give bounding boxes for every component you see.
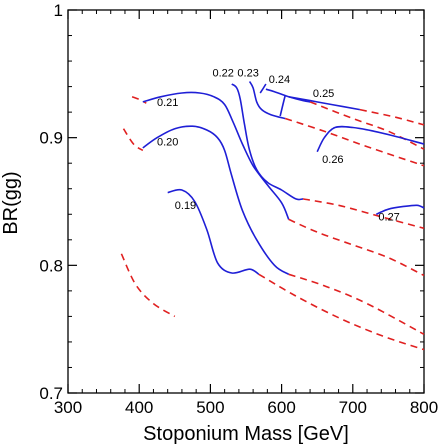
contour-labels: 0.19 0.20 0.21 0.22 0.23 0.24 0.25 0.26 0.27 [157,67,400,223]
x-tick-label: 300 [54,398,82,417]
x-tick-label: 800 [410,398,438,417]
curve-0-21-dashed-right [288,218,425,277]
contour-connector-0 [259,83,267,94]
contour-curves [120,81,425,351]
curve-0-25-dashed-right [359,108,425,126]
contour-connector-1 [279,95,286,117]
contour-label-0-24: 0.24 [269,74,290,86]
y-tick-label: 0.7 [39,384,63,403]
curve-0-26-solid [316,125,425,153]
curve-0-19-solid [167,188,260,275]
x-tick-label: 400 [125,398,153,417]
contour-label-0-26: 0.26 [322,154,343,166]
curve-0-27-solid [375,204,425,216]
contour-label-0-21: 0.21 [157,97,178,109]
curve-0-19-dashed-left [120,253,176,318]
contour-label-0-19: 0.19 [175,200,196,212]
contour-label-0-27: 0.27 [378,212,399,224]
y-tick-label: 0.9 [39,129,63,148]
y-tick-label: 0.8 [39,256,63,275]
curve-0-22-dashed-right [302,198,425,230]
y-axis-label: BR(gg) [0,171,22,234]
curve-0-21-dashed-left [131,96,147,104]
curve-0-25-solid [288,96,361,111]
x-axis-label: Stoponium Mass [GeV] [143,423,349,445]
y-tick-label: 1 [54,1,63,20]
tick-labels: 300 400 500 600 700 800 0.7 0.8 0.9 1 [39,1,438,417]
x-tick-label: 500 [196,398,224,417]
curve-0-19-dashed-right [258,273,425,351]
x-tick-label: 700 [339,398,367,417]
curve-0-20-dashed-right [288,273,425,336]
curve-0-23-dashed-right [284,117,425,167]
curve-0-23-solid [248,81,286,120]
curve-0-24-dashed-right [309,101,425,150]
curve-0-20-solid [142,125,290,276]
curve-0-21-solid [142,91,290,220]
x-tick-label: 600 [267,398,295,417]
axis-ticks [67,9,425,394]
curve-0-22-solid [231,83,304,201]
plot-frame [67,9,425,394]
contour-label-0-20: 0.20 [157,136,178,148]
contour-label-0-23: 0.23 [237,67,258,79]
contour-label-0-25: 0.25 [313,88,334,100]
curve-0-20-dashed-left [122,128,144,152]
contour-label-0-22: 0.22 [213,67,234,79]
